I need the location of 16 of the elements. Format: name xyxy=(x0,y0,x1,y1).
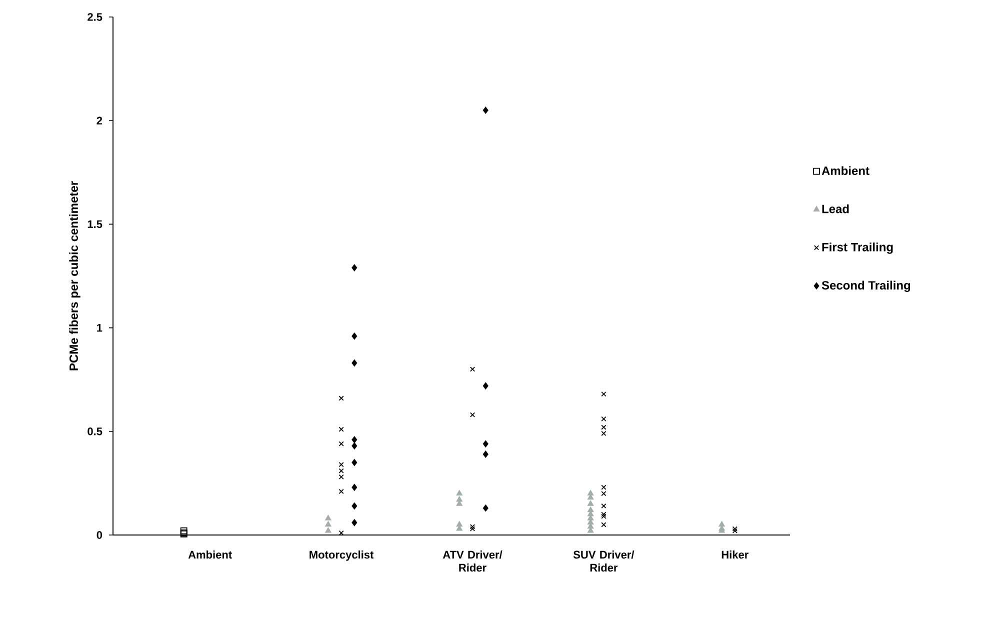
x-tick-label: Ambient xyxy=(188,550,232,559)
y-tick-label: 0 xyxy=(96,531,102,539)
x-tick-label: ATV Driver/ Rider xyxy=(442,550,502,572)
y-tick-label: 2.5 xyxy=(88,13,102,21)
legend-label: Ambient xyxy=(822,166,870,176)
legend-label: First Trailing xyxy=(822,242,893,254)
x-tick-label: Hiker xyxy=(722,550,748,559)
legend-label: Lead xyxy=(822,204,849,214)
y-tick-label: 0.5 xyxy=(88,428,102,436)
y-tick-label: 2 xyxy=(96,116,102,124)
y-tick-label: 1.5 xyxy=(88,220,102,228)
x-tick-label: SUV Driver/ Rider xyxy=(573,550,634,572)
y-tick-label: 1 xyxy=(97,324,102,332)
y-axis-title: PCMe fibers per cubic centimeter xyxy=(69,181,80,370)
legend-label: Second Trailing xyxy=(822,280,910,292)
x-tick-label: Motorcyclist xyxy=(310,550,374,561)
